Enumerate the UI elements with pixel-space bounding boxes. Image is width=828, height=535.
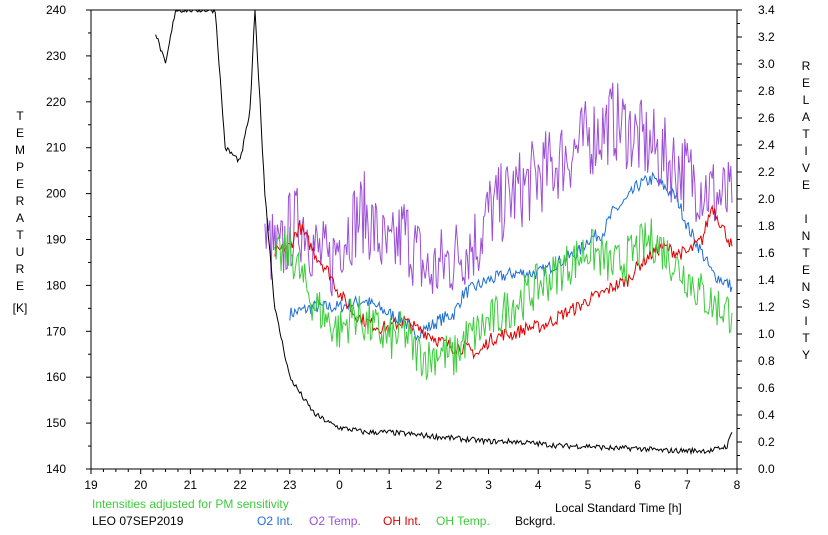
axis-label-letter: T [802, 127, 810, 141]
axis-label-letter: R [15, 262, 25, 276]
series-line-bckgrd [155, 8, 733, 456]
y-left-tick-label: 230 [46, 49, 66, 63]
axis-label-letter: T [802, 246, 810, 260]
y-left-tick-label: 170 [46, 324, 66, 338]
x-tick-label: 22 [233, 478, 247, 492]
axis-label-letter: M [15, 143, 25, 157]
series-layer [155, 8, 733, 456]
legend-o2-int: O2 Int. [257, 514, 294, 528]
axis-label-letter: E [15, 279, 24, 293]
axis-label-letter: N [801, 280, 811, 294]
x-tick-label: 20 [134, 478, 148, 492]
legend-oh-temp: OH Temp. [436, 514, 490, 528]
legend-o2-temp: O2 Temp. [309, 514, 361, 528]
y-right-tick-label: 0.4 [758, 408, 775, 422]
y-left-tick-label: 190 [46, 233, 66, 247]
axis-label-letter: T [16, 228, 24, 242]
axis-label-letter: I [804, 314, 808, 328]
axis-label-letter: E [801, 178, 810, 192]
x-tick-label: 19 [84, 478, 98, 492]
x-tick-label: 23 [283, 478, 297, 492]
axis-label-letter: Y [801, 348, 810, 362]
y-right-tick-label: 1.4 [758, 273, 775, 287]
y-left-tick-label: 160 [46, 370, 66, 384]
series-line-o2-int [289, 171, 733, 341]
series-line-o2-temp [264, 82, 733, 297]
y-right-tick-label: 0.8 [758, 354, 775, 368]
y-right-tick-label: 0.6 [758, 381, 775, 395]
axis-label-letter: P [15, 160, 24, 174]
x-tick-label: 4 [535, 478, 542, 492]
station-date: LEO 07SEP2019 [92, 514, 184, 528]
series-line-oh-temp [274, 218, 733, 380]
axis-label-letter: I [804, 212, 808, 226]
x-tick-label: 8 [734, 478, 741, 492]
axis-label-letter: E [801, 76, 810, 90]
axis-label-letter: A [801, 110, 810, 124]
x-tick-label: 3 [485, 478, 492, 492]
x-tick-label: 2 [436, 478, 443, 492]
axis-label-letter: E [15, 126, 24, 140]
legend-oh-int: OH Int. [383, 514, 422, 528]
axis-label-letter: A [15, 211, 24, 225]
y-right-tick-label: 2.2 [758, 165, 775, 179]
y-right-tick-label: 3.0 [758, 57, 775, 71]
y-right-tick-label: 1.2 [758, 300, 775, 314]
x-axis-ticks: 19 20 21 22 23 0 1 2 3 4 5 6 7 8 [84, 469, 741, 492]
axis-label-letter: V [801, 161, 810, 175]
axis-label-letter: I [804, 144, 808, 158]
axis-label-letter: L [802, 93, 810, 107]
y-left-tick-label: 140 [46, 462, 66, 476]
axis-label-letter: E [15, 177, 24, 191]
x-tick-label: 21 [184, 478, 198, 492]
y-right-tick-label: 2.6 [758, 111, 775, 125]
legend-bckgrd: Bckgrd. [515, 514, 556, 528]
axis-label-letter: R [15, 194, 25, 208]
y-left-tick-label: 240 [46, 3, 66, 17]
y-left-tick-label: 210 [46, 141, 66, 155]
y-left-tick-label: 180 [46, 278, 66, 292]
y-left-tick-label: 200 [46, 187, 66, 201]
axis-label-letter: R [801, 59, 811, 73]
x-tick-label: 6 [634, 478, 641, 492]
x-tick-label: 1 [386, 478, 393, 492]
y-right-tick-label: 0.2 [758, 435, 775, 449]
axis-label-letter [798, 194, 814, 211]
x-tick-label: 7 [684, 478, 691, 492]
sensitivity-note: Intensities adjusted for PM sensitivity [92, 497, 289, 511]
x-tick-label: 0 [336, 478, 343, 492]
y-right-tick-label: 2.8 [758, 84, 775, 98]
left-axis-unit: [K] [12, 301, 28, 315]
axis-label-letter: E [801, 263, 810, 277]
y-right-tick-label: 2.4 [758, 138, 775, 152]
axis-label-letter: T [802, 331, 810, 345]
y-right-tick-label: 1.8 [758, 219, 775, 233]
y-left-tick-label: 150 [46, 416, 66, 430]
y-right-axis-ticks: 3.4 3.2 3.0 2.8 2.6 2.4 2.2 2.0 1.8 1.6 1.4 1.2 1.0 0… [737, 3, 775, 476]
y-right-tick-label: 3.4 [758, 3, 775, 17]
axis-label-letter: T [16, 109, 24, 123]
y-right-tick-label: 2.0 [758, 192, 775, 206]
y-right-tick-label: 1.6 [758, 246, 775, 260]
axis-label-letter: U [15, 245, 25, 259]
y-left-axis-ticks: 240 230 220 210 200 190 180 170 160 150 140 [46, 3, 91, 476]
x-tick-label: 5 [585, 478, 592, 492]
axis-label-letter: N [801, 229, 811, 243]
y-right-tick-label: 1.0 [758, 327, 775, 341]
y-left-tick-label: 220 [46, 95, 66, 109]
y-right-tick-label: 3.2 [758, 30, 775, 44]
axis-label-letter: S [801, 297, 810, 311]
x-axis-label: Local Standard Time [h] [555, 501, 682, 515]
y-right-tick-label: 0.0 [758, 462, 775, 476]
